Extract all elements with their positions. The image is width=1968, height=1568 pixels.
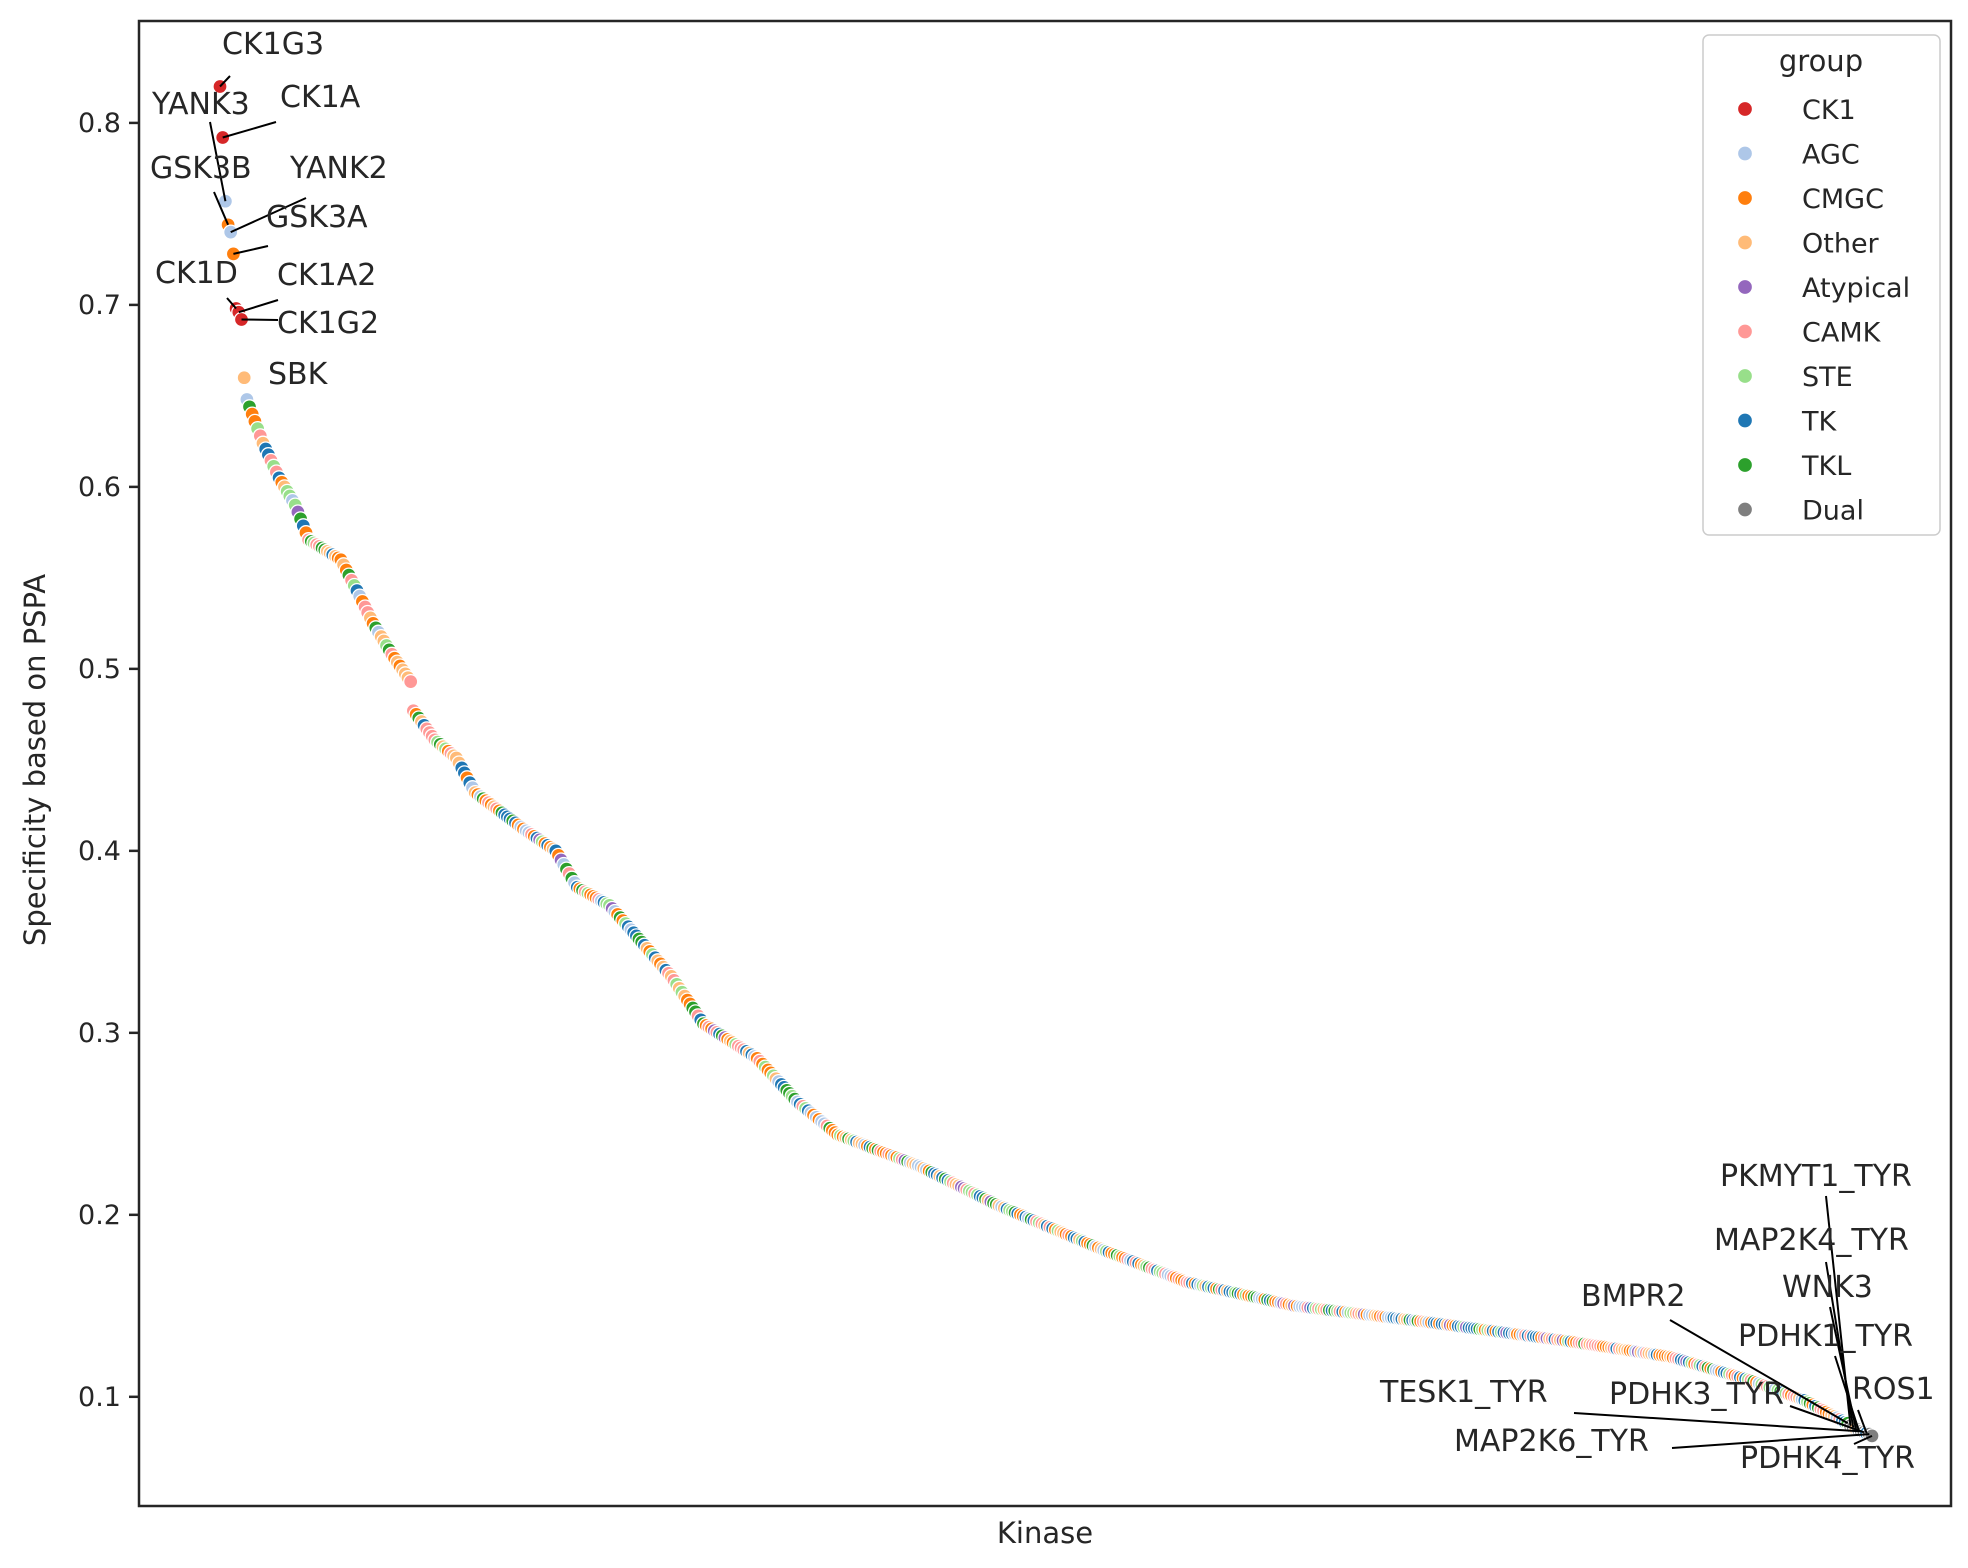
annotation-line	[219, 75, 231, 88]
legend-marker	[1736, 412, 1754, 429]
annotation-line	[209, 121, 227, 202]
legend-label: STE	[1802, 362, 1853, 393]
legend-marker	[1736, 100, 1754, 118]
annotation-label: ROS1	[1852, 1372, 1935, 1407]
legend-title: group	[1779, 44, 1863, 78]
annotation-label: GSK3A	[266, 200, 368, 235]
annotation-label: YANK3	[151, 87, 250, 122]
annotation-label: CK1D	[155, 256, 238, 291]
y-tick-label: 0.8	[78, 108, 121, 139]
annotation-line	[1834, 1355, 1860, 1431]
annotation-label: PDHK3_TYR	[1609, 1377, 1784, 1412]
legend-label: TKL	[1801, 451, 1851, 482]
legend-marker	[1736, 189, 1754, 207]
legend-label: Dual	[1802, 496, 1864, 527]
legend-label: Atypical	[1802, 273, 1910, 304]
y-tick-label: 0.2	[78, 1200, 121, 1231]
y-tick-label: 0.4	[78, 836, 121, 867]
legend-label: TK	[1801, 407, 1837, 438]
annotation-lines	[209, 75, 1873, 1449]
annotation-line	[226, 297, 237, 310]
annotation-label: PDHK1_TYR	[1738, 1319, 1913, 1354]
annotation-label: MAP2K4_TYR	[1714, 1223, 1909, 1258]
legend: group CK1 AGC CMGC Other Atypical CAMK STE TK TK…	[1702, 34, 1941, 536]
points-layer	[212, 78, 1880, 1444]
y-tick-label: 0.3	[78, 1018, 121, 1049]
legend-marker	[1736, 278, 1754, 296]
y-axis-label: Specificity based on PSPA	[18, 574, 52, 946]
legend-marker	[1736, 145, 1754, 162]
annotation-line	[222, 121, 277, 139]
annotation-label: CK1G2	[277, 306, 379, 341]
legend-marker	[1736, 367, 1754, 385]
y-tick-label: 0.5	[78, 654, 121, 685]
annotation-label: MAP2K6_TYR	[1454, 1424, 1649, 1459]
annotation-label: WNK3	[1782, 1270, 1873, 1305]
legend-marker	[1736, 501, 1754, 518]
y-tick-label: 0.1	[78, 1382, 121, 1413]
legend-entries: CK1 AGC CMGC Other Atypical CAMK STE TK TKL Dual	[1736, 95, 1910, 527]
annotation-label: PKMYT1_TYR	[1720, 1159, 1912, 1194]
data-point	[236, 370, 252, 386]
x-axis-label: Kinase	[997, 1516, 1093, 1550]
y-axis: 0.1 0.2 0.3 0.4 0.5 0.6 0.7 0.8	[78, 108, 139, 1413]
annotation-label: CK1G3	[222, 27, 324, 62]
legend-marker	[1736, 323, 1754, 340]
annotation-label: GSK3B	[150, 151, 252, 186]
legend-label: CAMK	[1802, 318, 1882, 349]
legend-box	[1702, 34, 1941, 536]
legend-marker	[1736, 456, 1754, 474]
annotation-line	[241, 318, 279, 321]
plot-frame	[137, 19, 1953, 1508]
annotation-label: PDHK4_TYR	[1740, 1441, 1915, 1476]
annotation-line	[233, 245, 269, 255]
y-tick-label: 0.6	[78, 472, 121, 503]
y-tick-label: 0.7	[78, 290, 121, 321]
annotation-label: CK1A	[280, 80, 361, 115]
annotation-label: BMPR2	[1581, 1279, 1686, 1314]
annotation-line	[1853, 1434, 1873, 1445]
annotation-line	[1857, 1409, 1868, 1434]
annotation-label: TESK1_TYR	[1379, 1375, 1548, 1410]
annotation-line	[1671, 1433, 1870, 1449]
annotation-line	[238, 299, 279, 314]
annotation-line	[1573, 1412, 1862, 1433]
data-point	[403, 673, 419, 690]
annotation-line	[1669, 1319, 1849, 1425]
legend-marker	[1736, 234, 1754, 251]
annotation-labels: CK1G3 CK1A YANK3 GSK3B YANK2 GSK3A CK1D CK1A2 CK…	[150, 27, 1935, 1476]
legend-label: Other	[1802, 229, 1880, 260]
legend-label: AGC	[1802, 140, 1860, 171]
annotation-label: CK1A2	[277, 258, 376, 293]
annotation-line	[1789, 1405, 1865, 1434]
legend-label: CK1	[1802, 95, 1856, 126]
annotation-label: SBK	[268, 357, 329, 392]
annotation-label: YANK2	[289, 151, 388, 186]
annotation-line	[213, 191, 230, 226]
annotation-line	[230, 197, 307, 234]
legend-label: CMGC	[1802, 184, 1884, 215]
